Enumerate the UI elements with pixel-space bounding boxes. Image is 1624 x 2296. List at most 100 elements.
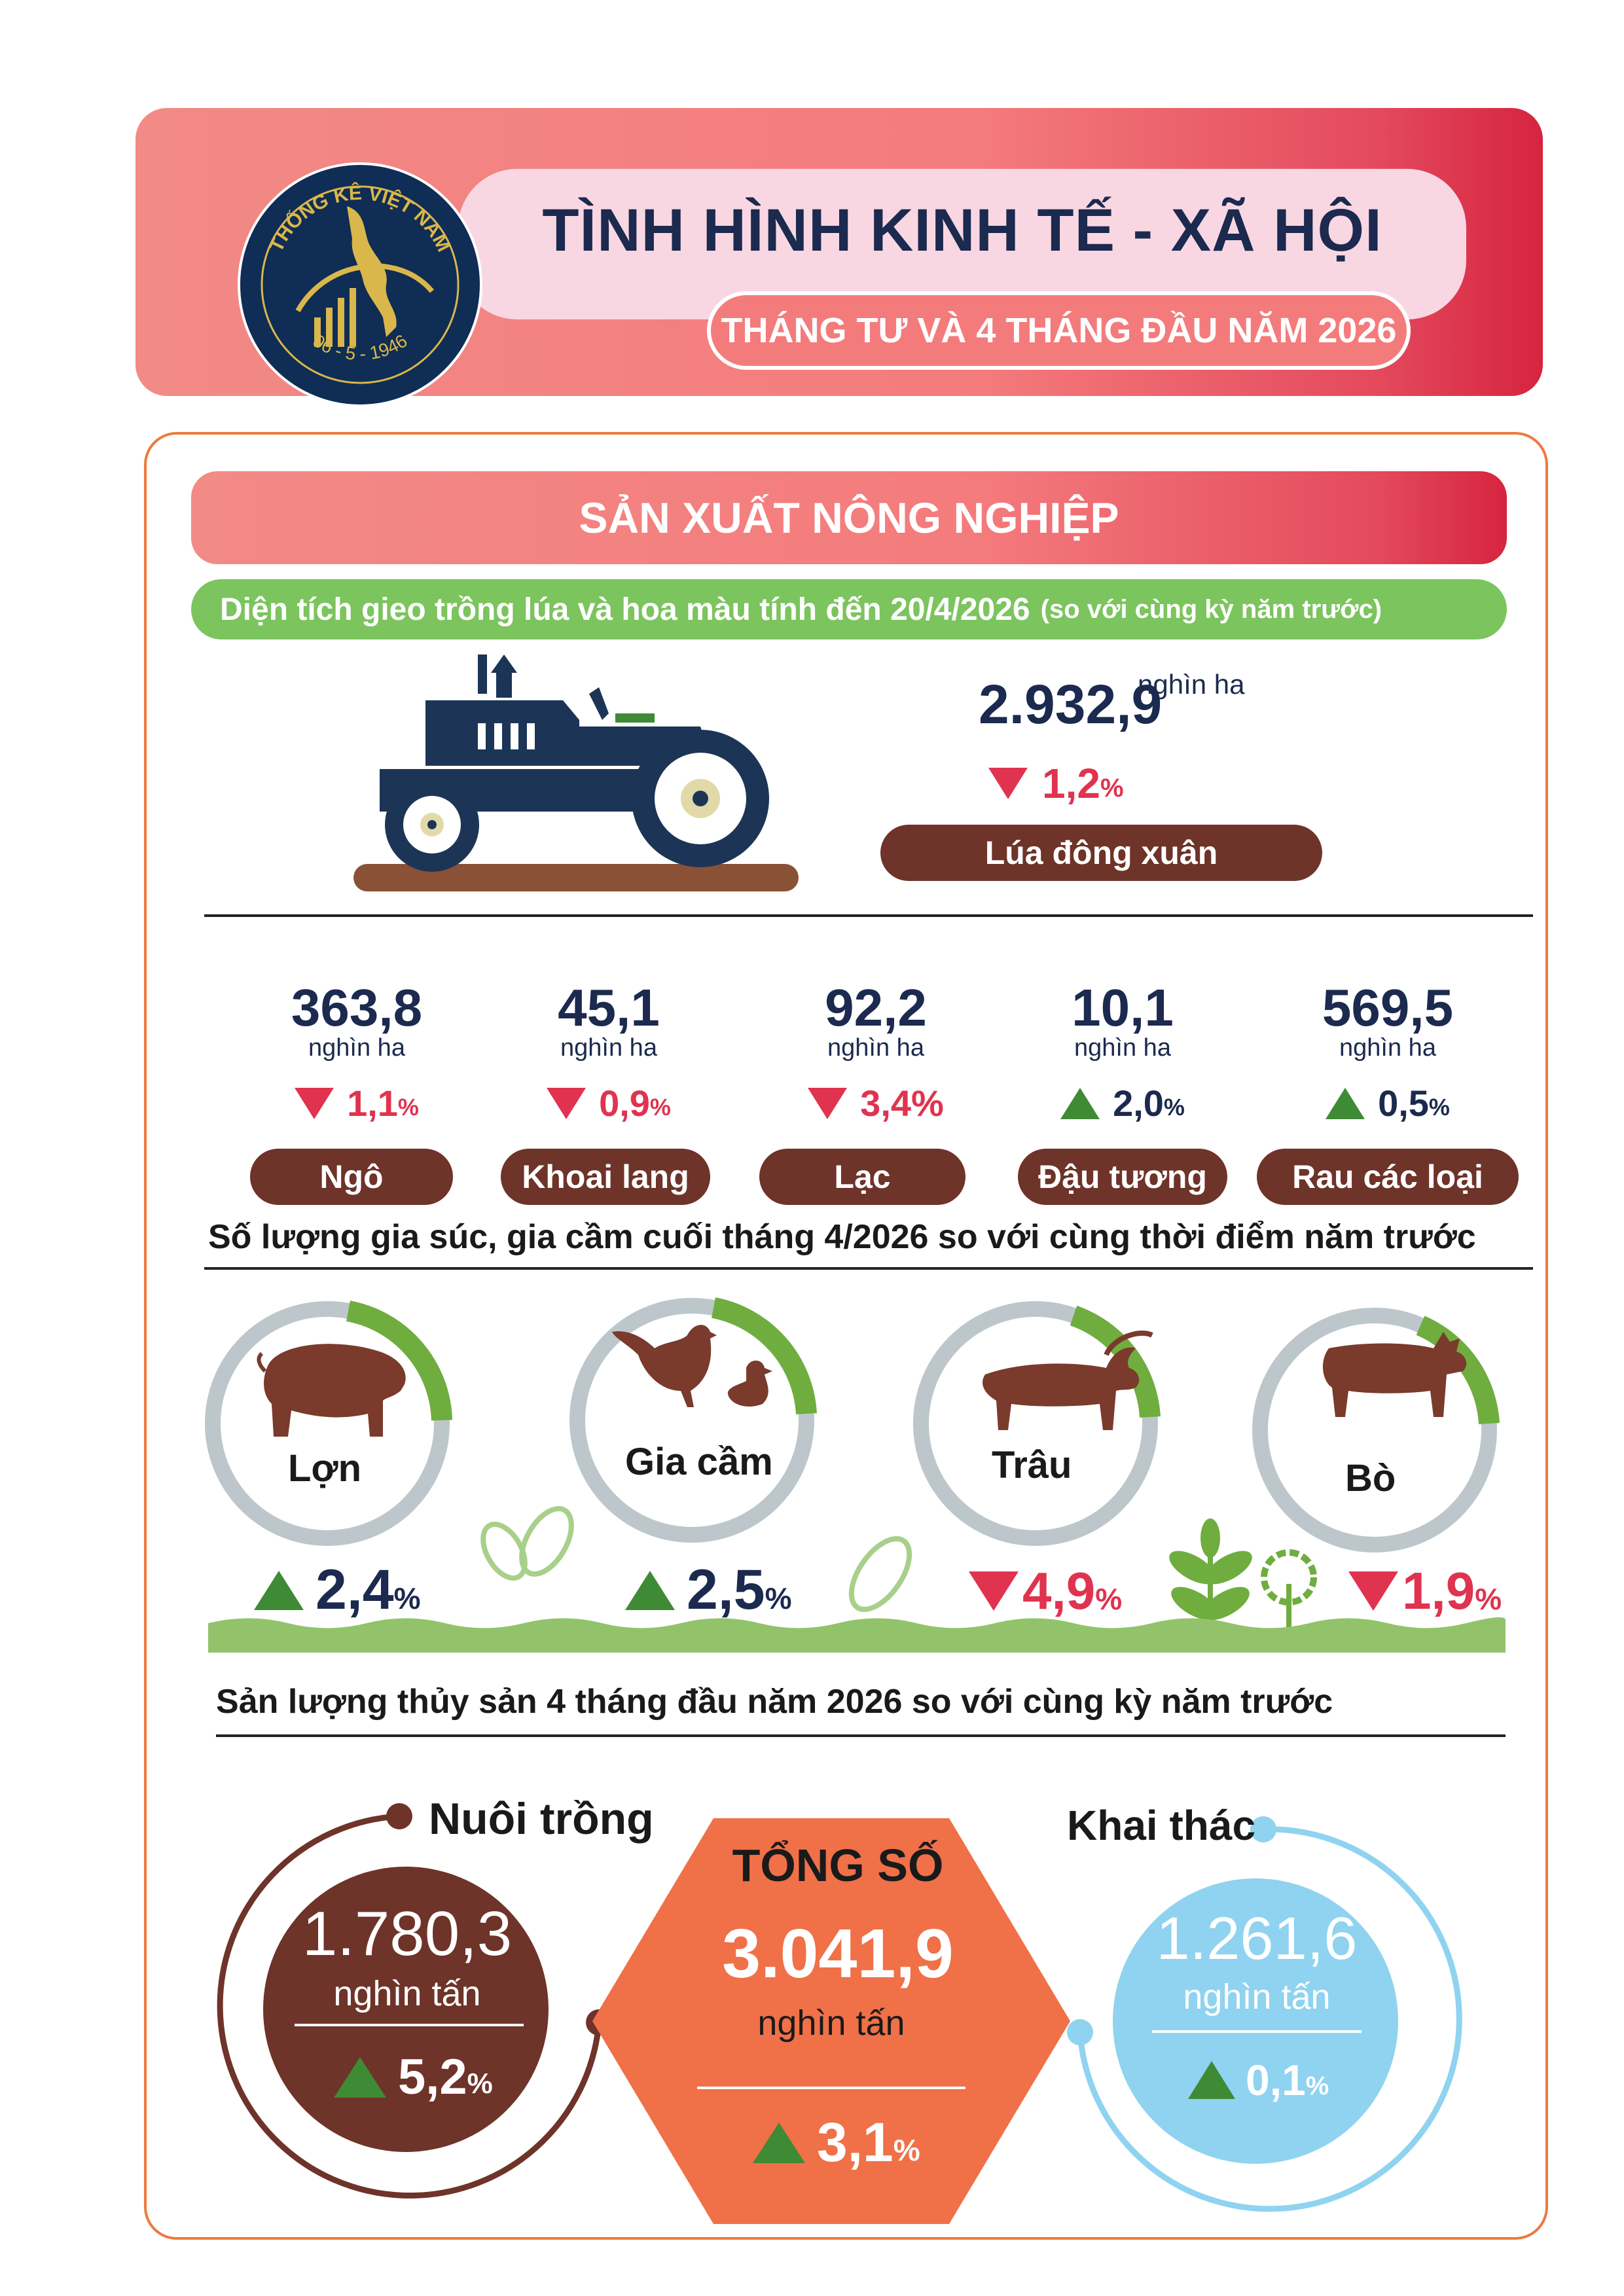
down-arrow-icon — [969, 1571, 1019, 1611]
rice-label: Lúa đông xuân — [984, 834, 1218, 871]
crop-unit: nghìn ha — [560, 1034, 657, 1062]
crop-item: 363,8 nghìn ha 1,1 % — [245, 982, 468, 1124]
crop-value: 45,1 — [558, 978, 660, 1037]
crop-change: 3,4 % — [765, 1082, 987, 1124]
total-change-value: 3,1 — [817, 2111, 893, 2173]
crop-unit: nghìn ha — [1074, 1034, 1171, 1062]
rice-value: 2.932,9 — [979, 673, 1163, 735]
crop-change: 0,9 % — [497, 1082, 720, 1124]
livestock-change-value: 2,4 — [316, 1558, 394, 1621]
aquaculture-change-value: 5,2 — [398, 2049, 467, 2105]
crop-change-value: 2,0 — [1113, 1083, 1164, 1124]
crop-value: 569,5 — [1322, 978, 1454, 1037]
crop-item: 569,5 nghìn ha 0,5 % — [1276, 982, 1499, 1124]
divider-3 — [216, 1734, 1506, 1737]
down-arrow-icon — [808, 1087, 848, 1119]
livestock-change-pct: % — [1475, 1582, 1502, 1616]
capture-title: Khai thác — [1067, 1802, 1256, 1849]
livestock-change: 2,4 % — [254, 1558, 420, 1623]
livestock-change-value: 4,9 — [1022, 1562, 1096, 1620]
area-heading-note: (so với cùng kỳ năm trước) — [1040, 594, 1382, 624]
livestock-change-pct: % — [393, 1581, 421, 1615]
crop-change-value: 0,9 — [599, 1083, 650, 1124]
crop-label-badge: Đậu tương — [1018, 1149, 1227, 1205]
up-arrow-icon — [254, 1570, 304, 1610]
crop-item: 45,1 nghìn ha 0,9 % — [497, 982, 720, 1124]
divider-2 — [204, 1267, 1533, 1270]
fishery-heading: Sản lượng thủy sản 4 tháng đầu năm 2026 … — [216, 1683, 1333, 1721]
down-arrow-icon — [988, 768, 1028, 799]
area-heading-bar: Diện tích gieo trồng lúa và hoa màu tính… — [191, 579, 1507, 639]
crop-value: 363,8 — [291, 978, 423, 1037]
crop-label: Khoai lang — [522, 1158, 689, 1195]
crop-item: 92,2 nghìn ha 3,4 % — [765, 982, 987, 1124]
crop-label: Đậu tương — [1038, 1158, 1207, 1195]
livestock-change: 2,5 % — [625, 1558, 791, 1623]
total-unit: nghìn tấn — [757, 2003, 905, 2043]
crop-change-value: 3,4 — [860, 1083, 912, 1124]
tractor-icon — [353, 655, 799, 891]
up-arrow-icon — [625, 1570, 675, 1610]
up-arrow-icon — [1060, 1087, 1100, 1119]
fishery-graphics — [217, 1803, 1462, 2224]
livestock-label: Bò — [1345, 1457, 1396, 1499]
crop-label-badge: Rau các loại — [1257, 1149, 1519, 1205]
page-subtitle-text: THÁNG TƯ VÀ 4 THÁNG ĐẦU NĂM 2026 — [721, 311, 1397, 350]
rice-change-value: 1,2 — [1042, 760, 1100, 807]
rice-change: 1,2 % — [988, 759, 1124, 808]
capture-change-pct: % — [1305, 2071, 1329, 2100]
main-card — [144, 432, 1548, 2240]
crop-change-pct: % — [1428, 1093, 1450, 1121]
crop-change-pct: % — [911, 1083, 944, 1124]
section-title-bar: SẢN XUẤT NÔNG NGHIỆP — [191, 471, 1507, 564]
livestock-graphics — [205, 1297, 1506, 1653]
up-arrow-icon — [1326, 1087, 1365, 1119]
capture-unit: nghìn tấn — [1183, 1977, 1331, 2017]
crop-change-pct: % — [397, 1093, 419, 1121]
capture-value: 1.261,6 — [1156, 1905, 1358, 1972]
crop-change-value: 0,5 — [1378, 1083, 1429, 1124]
crop-change: 1,1 % — [245, 1082, 468, 1124]
capture-change-value: 0,1 — [1246, 2056, 1306, 2104]
divider-1 — [204, 914, 1533, 917]
livestock-label: Trâu — [992, 1444, 1072, 1486]
aquaculture-value: 1.780,3 — [302, 1899, 513, 1969]
up-arrow-icon — [334, 2056, 386, 2098]
crop-change-value: 1,1 — [347, 1083, 398, 1124]
down-arrow-icon — [547, 1087, 586, 1119]
crop-change: 0,5 % — [1276, 1082, 1499, 1124]
livestock-label: Gia cầm — [625, 1441, 773, 1483]
crop-label: Ngô — [319, 1158, 384, 1195]
crop-label-badge: Lạc — [759, 1149, 965, 1205]
crop-unit: nghìn ha — [827, 1034, 924, 1062]
total-change-pct: % — [893, 2132, 920, 2167]
crop-change-pct: % — [649, 1093, 671, 1121]
crop-label-badge: Khoai lang — [501, 1149, 710, 1205]
crop-value: 10,1 — [1072, 978, 1174, 1037]
livestock-change: 1,9 % — [1348, 1561, 1502, 1621]
area-heading: Diện tích gieo trồng lúa và hoa màu tính… — [220, 592, 1030, 627]
rice-unit: nghìn ha — [1138, 669, 1245, 700]
crop-change-pct: % — [1163, 1093, 1185, 1121]
crop-label: Rau các loại — [1292, 1158, 1483, 1195]
page-title: TÌNH HÌNH KINH TẾ - XÃ HỘI — [542, 197, 1382, 264]
crop-label-badge: Ngô — [250, 1149, 453, 1205]
livestock-change: 4,9 % — [969, 1561, 1122, 1621]
crop-label: Lạc — [834, 1158, 891, 1195]
aquaculture-change: 5,2 % — [334, 2049, 493, 2106]
section-title: SẢN XUẤT NÔNG NGHIỆP — [579, 493, 1119, 542]
down-arrow-icon — [1348, 1571, 1398, 1611]
page-subtitle: THÁNG TƯ VÀ 4 THÁNG ĐẦU NĂM 2026 — [707, 291, 1411, 370]
crop-unit: nghìn ha — [308, 1034, 405, 1062]
livestock-change-pct: % — [1095, 1582, 1123, 1616]
livestock-change-pct: % — [765, 1581, 792, 1615]
livestock-change-value: 1,9 — [1402, 1562, 1475, 1620]
up-arrow-icon — [753, 2122, 805, 2163]
total-value: 3.041,9 — [722, 1915, 954, 1992]
livestock-change-value: 2,5 — [687, 1558, 765, 1621]
total-title: TỔNG SỐ — [732, 1840, 944, 1891]
aquaculture-change-pct: % — [467, 2067, 493, 2100]
crop-change: 2,0 % — [1011, 1082, 1234, 1124]
aquaculture-title: Nuôi trồng — [429, 1794, 654, 1844]
livestock-label: Lợn — [288, 1447, 362, 1490]
